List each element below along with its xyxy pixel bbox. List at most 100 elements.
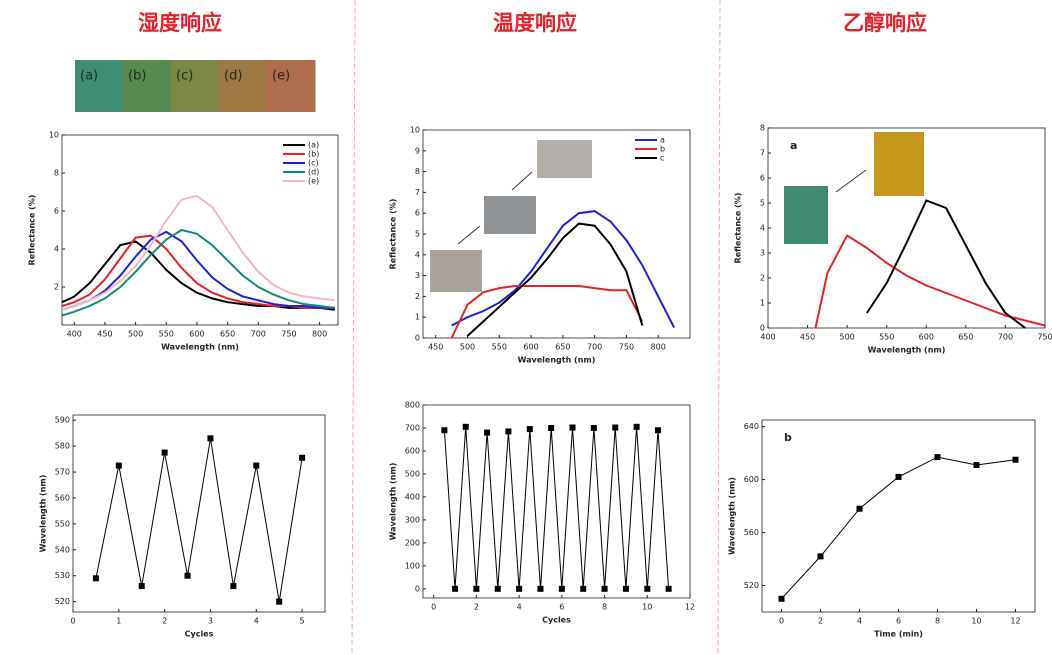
x-tick-label: 800 <box>312 330 327 339</box>
y-tick-label: 6 <box>760 174 765 183</box>
y-tick-label: 550 <box>55 519 70 528</box>
y-tick-label: 10 <box>49 131 59 140</box>
data-point <box>591 425 597 431</box>
y-tick-label: 4 <box>54 245 59 254</box>
y-tick-label: 8 <box>415 167 420 176</box>
y-tick-label: 100 <box>405 561 420 570</box>
x-axis-label: Wavelength (nm) <box>161 343 239 352</box>
y-tick-label: 6 <box>415 209 420 218</box>
x-tick-label: 500 <box>128 330 143 339</box>
legend-label: a <box>660 136 665 145</box>
data-point <box>93 575 99 581</box>
y-tick-label: 530 <box>55 571 70 580</box>
x-tick-label: 8 <box>602 603 607 612</box>
y-tick-label: 700 <box>405 423 420 432</box>
y-tick-label: 3 <box>760 249 765 258</box>
x-tick-label: 600 <box>919 333 934 342</box>
data-point <box>537 586 543 592</box>
y-tick-label: 640 <box>744 422 759 431</box>
chart-title: 温度响应 <box>493 11 577 35</box>
y-tick-label: 560 <box>744 528 759 537</box>
legend-label: (d) <box>308 168 319 177</box>
data-point <box>570 425 576 431</box>
x-tick-label: 750 <box>619 343 634 352</box>
x-tick-label: 500 <box>460 343 475 352</box>
x-tick-label: 10 <box>971 617 981 626</box>
data-point <box>857 506 863 512</box>
data-point <box>1013 457 1019 463</box>
y-tick-label: 6 <box>54 207 59 216</box>
y-tick-label: 0 <box>415 584 420 593</box>
y-tick-label: 540 <box>55 545 70 554</box>
data-point <box>623 586 629 592</box>
photo <box>537 140 592 178</box>
data-point <box>207 435 213 441</box>
y-tick-label: 8 <box>760 124 765 133</box>
legend-label: (c) <box>308 159 319 168</box>
x-tick-label: 450 <box>97 330 112 339</box>
data-point <box>548 425 554 431</box>
y-tick-label: 2 <box>415 292 420 301</box>
x-tick-label: 10 <box>642 603 652 612</box>
y-tick-label: 7 <box>760 149 765 158</box>
legend-label: (a) <box>308 141 319 150</box>
data-point <box>441 427 447 433</box>
y-tick-label: 2 <box>54 283 59 292</box>
y-axis-label: Reflectance (%) <box>28 195 37 266</box>
x-tick-label: 8 <box>935 617 940 626</box>
data-point <box>484 430 490 436</box>
photo <box>484 196 536 234</box>
x-tick-label: 550 <box>492 343 507 352</box>
data-point <box>505 428 511 434</box>
x-tick-label: 700 <box>251 330 266 339</box>
x-tick-label: 650 <box>958 333 973 342</box>
x-tick-label: 400 <box>760 333 775 342</box>
y-tick-label: 2 <box>760 274 765 283</box>
y-tick-label: 800 <box>405 401 420 410</box>
y-tick-label: 200 <box>405 538 420 547</box>
photo <box>430 250 482 292</box>
y-tick-label: 520 <box>55 597 70 606</box>
data-point <box>634 424 640 430</box>
data-point <box>162 450 168 456</box>
x-tick-label: 700 <box>998 333 1013 342</box>
x-axis-label: Cycles <box>185 630 214 639</box>
y-tick-label: 580 <box>55 442 70 451</box>
data-point <box>230 583 236 589</box>
x-tick-label: 6 <box>559 603 564 612</box>
x-tick-label: 450 <box>428 343 443 352</box>
x-axis-label: Wavelength (nm) <box>518 356 596 365</box>
data-point <box>452 586 458 592</box>
y-tick-label: 7 <box>415 188 420 197</box>
y-tick-label: 1 <box>760 299 765 308</box>
data-point <box>473 586 479 592</box>
swatch-label: (a) <box>80 69 98 84</box>
x-tick-label: 2 <box>474 603 479 612</box>
x-tick-label: 12 <box>1010 617 1020 626</box>
x-axis-label: Time (min) <box>874 630 923 639</box>
panel-letter: a <box>790 139 797 152</box>
x-tick-label: 550 <box>879 333 894 342</box>
x-tick-label: 2 <box>818 617 823 626</box>
y-tick-label: 0 <box>760 324 765 333</box>
data-point <box>516 586 522 592</box>
swatch-label: (e) <box>272 69 290 84</box>
x-tick-label: 700 <box>587 343 602 352</box>
data-point <box>463 424 469 430</box>
x-axis-label: Wavelength (nm) <box>868 346 946 355</box>
x-tick-label: 5 <box>300 617 305 626</box>
swatch-label: (c) <box>176 69 193 84</box>
x-tick-label: 450 <box>800 333 815 342</box>
figure: 湿度响应(a)(b)(c)(d)(e)246810400450500550600… <box>0 0 1052 655</box>
data-point <box>559 586 565 592</box>
y-axis-label: Wavelength (nm) <box>728 477 737 555</box>
x-tick-label: 12 <box>685 603 695 612</box>
data-point <box>495 586 501 592</box>
y-tick-label: 590 <box>55 416 70 425</box>
x-tick-label: 0 <box>779 617 784 626</box>
x-tick-label: 3 <box>208 617 213 626</box>
data-point <box>527 426 533 432</box>
y-tick-label: 560 <box>55 493 70 502</box>
y-tick-label: 4 <box>760 224 765 233</box>
y-tick-label: 4 <box>415 250 420 259</box>
